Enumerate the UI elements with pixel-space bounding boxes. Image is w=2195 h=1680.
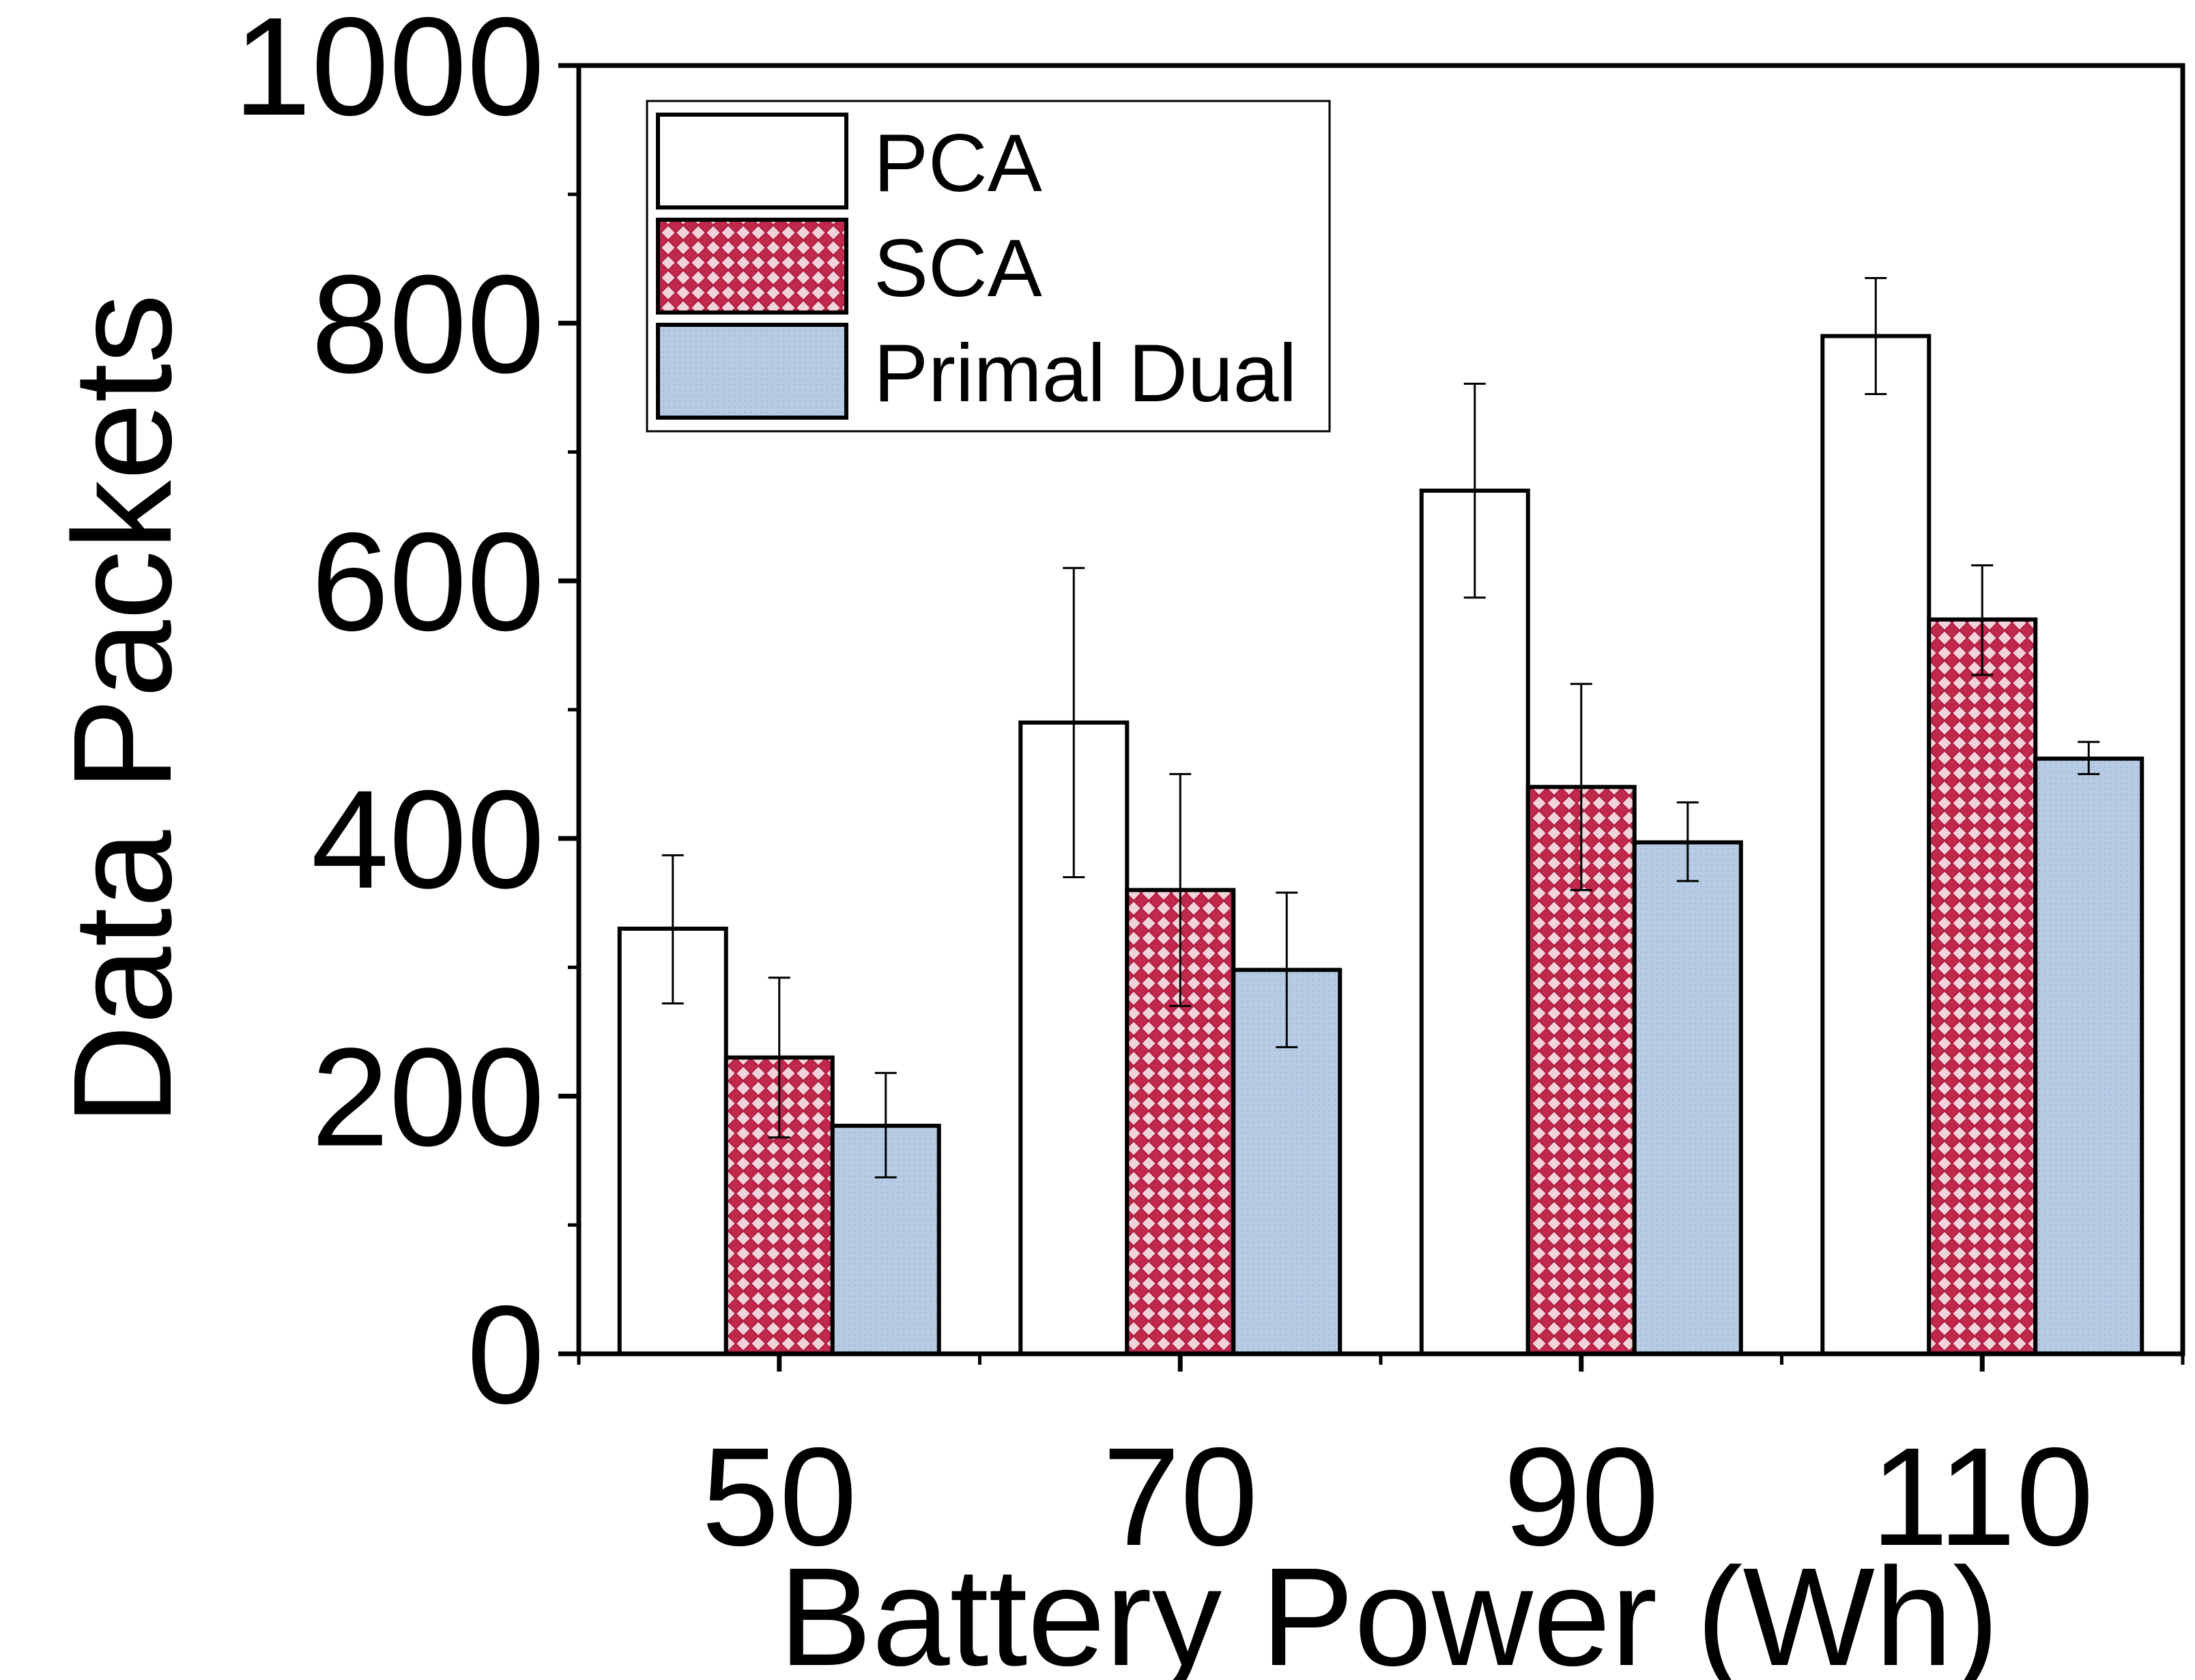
legend-item-primal-dual: Primal Dual (656, 323, 1297, 420)
legend-swatch (656, 113, 848, 209)
error-bar-pca-90 (1463, 382, 1486, 599)
error-bar-pca-50 (661, 854, 684, 1004)
error-bar-primal-dual-50 (874, 1071, 897, 1178)
y-tick-label-600: 600 (311, 504, 545, 660)
legend-item-pca: PCA (656, 113, 1042, 209)
legend-swatch (656, 323, 848, 420)
error-bars-layer (661, 277, 2100, 1178)
legend: PCA SCA Primal Dual (646, 100, 1331, 433)
y-tick-label-0: 0 (467, 1277, 545, 1433)
legend-item-sca: SCA (656, 218, 1042, 315)
legend-label: PCA (874, 117, 1042, 209)
error-bar-pca-110 (1865, 277, 1887, 395)
error-bar-sca-90 (1570, 682, 1592, 891)
legend-swatch (656, 218, 848, 315)
y-axis-title: Data Packets (44, 293, 201, 1125)
error-bar-sca-70 (1169, 772, 1192, 1007)
bar-pca-110 (1820, 334, 1932, 1357)
error-bar-sca-110 (1971, 564, 1994, 676)
x-tick-label-50: 50 (702, 1419, 857, 1575)
bar-pca-90 (1419, 489, 1530, 1356)
y-tick-label-1000: 1000 (233, 0, 545, 145)
ticks-layer (558, 63, 2185, 1372)
y-tick-label-800: 800 (311, 246, 545, 403)
tick-labels-layer: 50 70 90 110 0 200 400 600 800 1000 (233, 0, 2094, 1575)
error-bar-pca-70 (1063, 566, 1085, 878)
error-bar-primal-dual-90 (1676, 801, 1699, 882)
x-axis-title: Battery Power (Wh) (779, 1539, 1999, 1680)
bar-primal-dual-90 (1632, 840, 1743, 1356)
y-tick-label-200: 200 (311, 1019, 545, 1175)
legend-label: SCA (874, 222, 1042, 314)
x-tick-label-110: 110 (1871, 1419, 2094, 1575)
bar-sca-110 (1927, 617, 2038, 1357)
error-bar-primal-dual-110 (2078, 740, 2100, 775)
legend-label: Primal Dual (874, 328, 1297, 419)
y-tick-label-400: 400 (311, 762, 545, 918)
error-bar-sca-50 (768, 976, 790, 1139)
error-bar-primal-dual-70 (1276, 891, 1298, 1049)
bars-layer (617, 334, 2144, 1357)
bar-primal-dual-110 (2033, 756, 2144, 1356)
x-tick-label-90: 90 (1504, 1419, 1659, 1575)
x-tick-label-70: 70 (1102, 1419, 1258, 1575)
